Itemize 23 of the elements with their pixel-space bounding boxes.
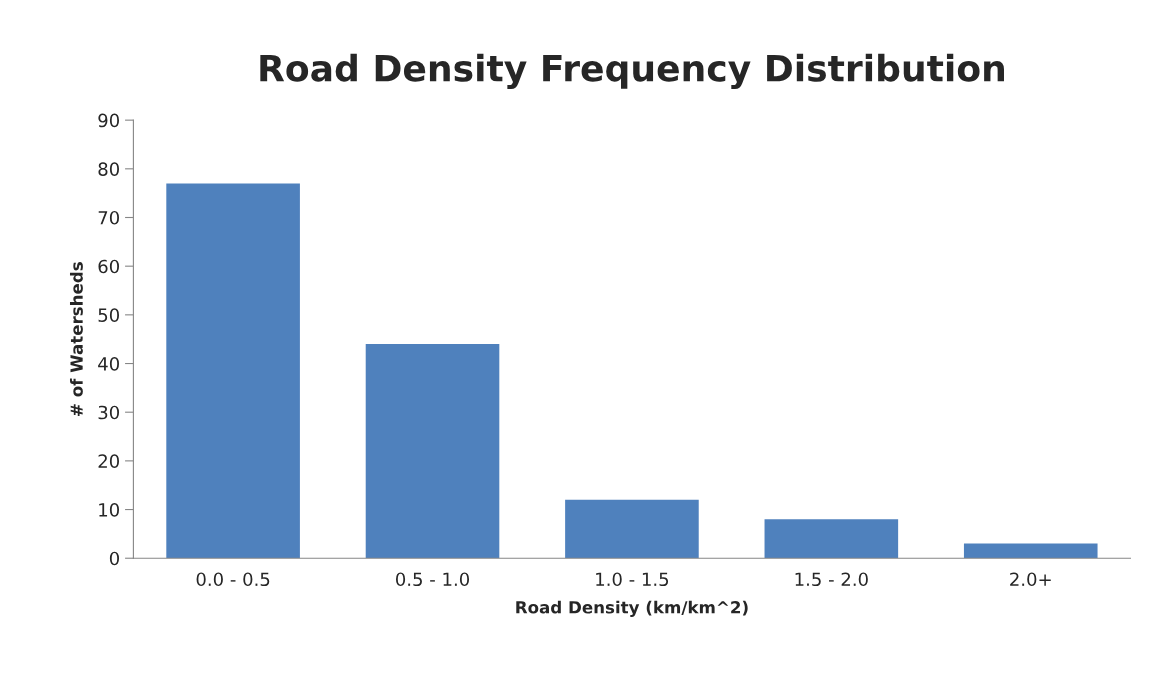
bar <box>565 499 699 559</box>
y-tick-label: 70 <box>98 210 120 225</box>
x-tick-label: 2.0+ <box>1010 572 1051 587</box>
y-tick-label: 80 <box>98 162 120 176</box>
y-tick-label: 0 <box>109 551 120 566</box>
x-tick-label: 0.5 - 1.0 <box>396 572 470 587</box>
bar <box>365 344 500 559</box>
y-tick-label: 30 <box>98 405 120 420</box>
x-axis-title: Road Density (km/km^2) <box>516 600 748 617</box>
bar <box>166 183 300 559</box>
y-tick-label: 20 <box>98 454 120 468</box>
x-tick-label: 0.0 - 0.5 <box>196 572 270 587</box>
y-axis-title: # of Watersheds <box>69 262 83 416</box>
y-tick-label: 40 <box>98 356 120 371</box>
y-tick-label: 10 <box>99 503 120 517</box>
bar <box>764 519 899 559</box>
x-tick-label: 1.5 - 2.0 <box>795 572 868 587</box>
y-tick-label: 90 <box>98 113 120 128</box>
bar <box>963 543 1098 559</box>
y-tick-label: 50 <box>98 308 120 322</box>
chart-title: Road Density Frequency Distribution <box>260 53 1004 90</box>
x-tick-label: 1.0 - 1.5 <box>596 572 669 587</box>
y-tick-label: 60 <box>98 259 120 274</box>
